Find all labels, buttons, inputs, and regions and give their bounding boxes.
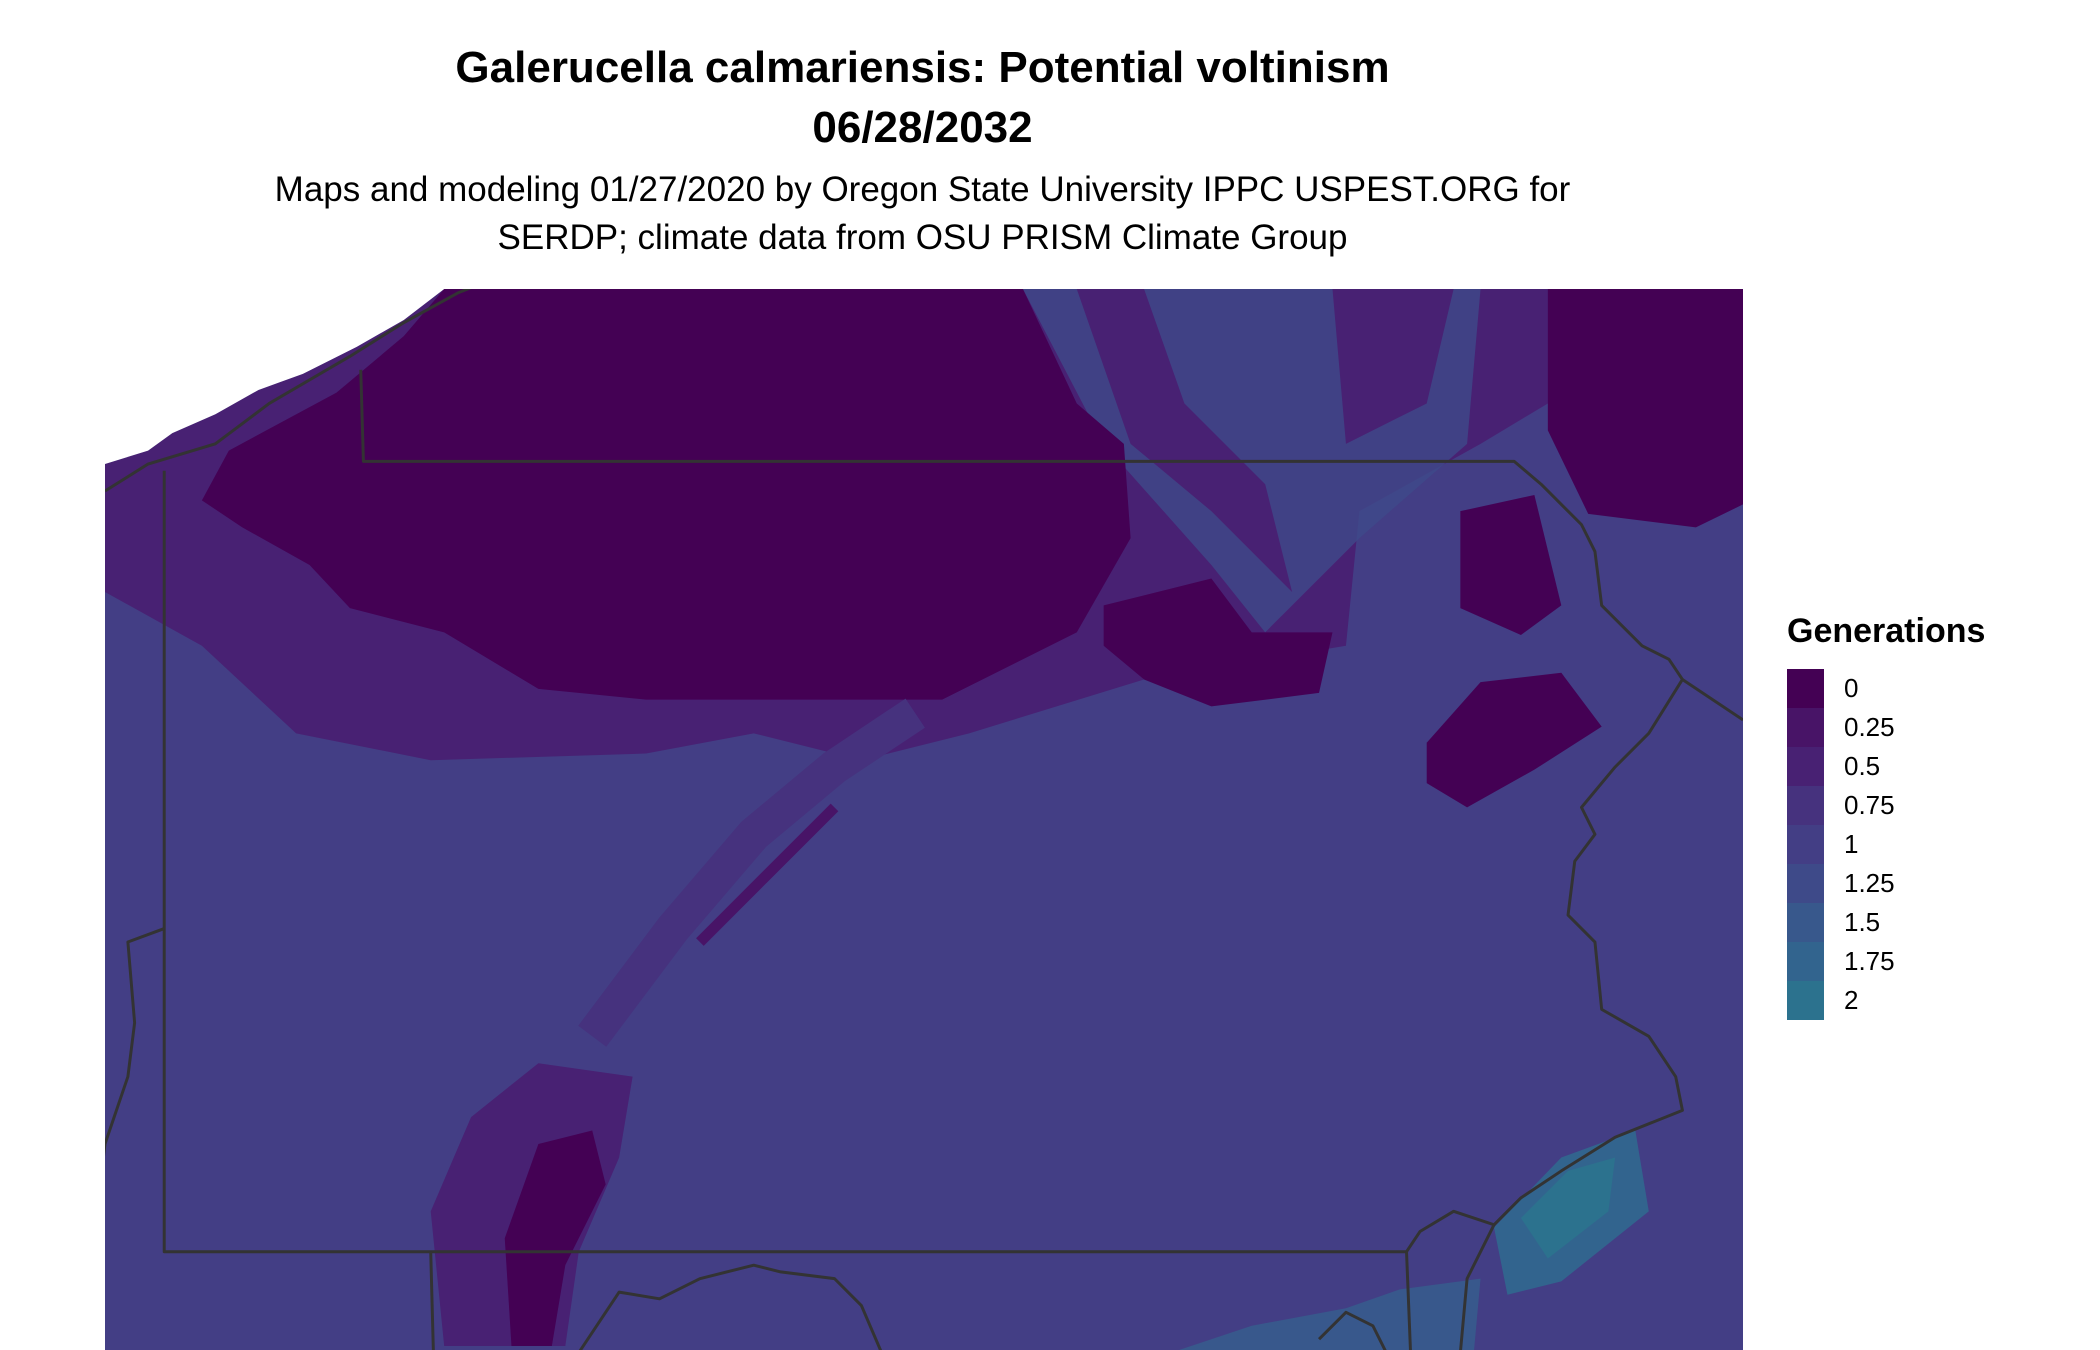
state-boundary-ny-nj <box>1681 678 1743 722</box>
legend-title: Generations <box>1787 612 1986 650</box>
legend-key-swatch <box>1787 669 1824 708</box>
legend-key-swatch <box>1787 942 1824 981</box>
potomac-river-boundary <box>578 1263 883 1350</box>
chesapeake-boundary <box>1317 1310 1387 1350</box>
legend-key-swatch <box>1787 903 1824 942</box>
lake-erie-shoreline <box>105 289 472 493</box>
legend-key-label: 0 <box>1844 673 1859 703</box>
raster-ridge-band <box>578 698 925 1047</box>
legend-key-swatch <box>1787 864 1824 903</box>
legend-key-label: 2 <box>1844 985 1859 1015</box>
legend-key-label: 0.25 <box>1844 712 1895 742</box>
legend-key-label: 0.5 <box>1844 751 1881 781</box>
raster-ridge-band-dark <box>696 803 839 946</box>
legend-key-label: 0.75 <box>1844 790 1895 820</box>
raster-region-east-dark-2 <box>1426 672 1602 808</box>
legend-labels: 0 0.25 0.5 0.75 1 1.25 1.5 1.75 2 <box>1844 669 1895 1020</box>
raster-region-east-dark-1 <box>1460 495 1562 636</box>
raster-region-southwest-dark <box>504 1130 606 1346</box>
legend-key-label: 1.25 <box>1844 868 1895 898</box>
map-subtitle-line2: SERDP; climate data from OSU PRISM Clima… <box>497 218 1348 257</box>
state-boundary-md-west <box>429 1251 435 1350</box>
legend-key-label: 1 <box>1844 829 1859 859</box>
map-subtitle-line1: Maps and modeling 01/27/2020 by Oregon S… <box>274 170 1571 209</box>
legend-key-label: 1.5 <box>1844 907 1881 937</box>
legend-key-label: 1.75 <box>1844 946 1895 976</box>
lake-erie-area <box>105 289 445 465</box>
state-boundary-pennsylvania <box>162 369 1684 1254</box>
state-boundary-md-de <box>1405 1251 1412 1350</box>
legend-color-keys <box>1787 669 1824 1020</box>
legend-key-swatch <box>1787 708 1824 747</box>
map-title: Galerucella calmariensis: Potential volt… <box>455 43 1390 92</box>
legend-key-swatch <box>1787 786 1824 825</box>
raster-region-south-teal <box>1179 1278 1481 1350</box>
legend-key-swatch <box>1787 981 1824 1020</box>
raster-region-north-dark <box>201 289 1131 700</box>
delaware-river-boundary <box>1459 1224 1496 1350</box>
raster-region-northeast-dark <box>1547 289 1743 528</box>
raster-region-central-dark <box>1103 578 1333 707</box>
state-boundary-ohio-wv <box>105 927 165 1157</box>
voltinism-map <box>105 289 1743 1350</box>
raster-region-southeast-teal-2 <box>1520 1157 1616 1259</box>
legend-key-swatch <box>1787 825 1824 864</box>
map-date: 06/28/2032 <box>812 103 1033 152</box>
legend-key-swatch <box>1787 747 1824 786</box>
